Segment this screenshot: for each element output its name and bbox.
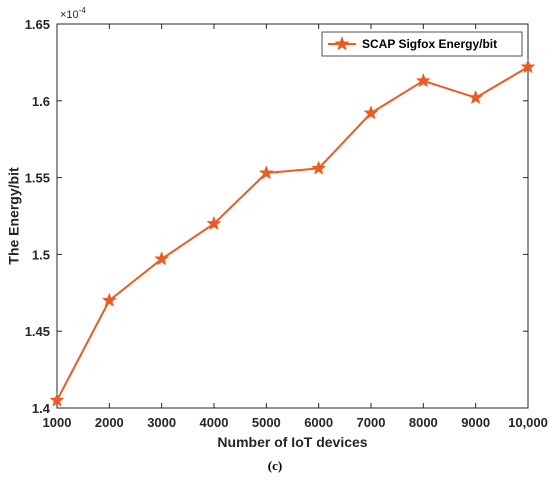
data-point-star <box>521 59 535 73</box>
y-tick-label: 1.45 <box>25 324 50 339</box>
y-tick-label: 1.5 <box>32 247 50 262</box>
x-tick-label: 1000 <box>43 415 72 430</box>
plot-axes: 1000 2000 3000 4000 5000 6000 7000 8000 9000 10,0… <box>25 17 548 430</box>
legend-entry-label: SCAP Sigfox Energy/bit <box>362 37 497 51</box>
data-point-star <box>154 251 169 265</box>
x-tick-label: 9000 <box>461 415 490 430</box>
data-point-star <box>311 161 326 175</box>
y-multiplier-exponent: -4 <box>79 6 87 15</box>
x-axis-ticks: 1000 2000 3000 4000 5000 6000 7000 8000 9000 10,0… <box>43 24 548 430</box>
data-point-star <box>468 90 483 104</box>
data-point-star <box>416 73 431 87</box>
data-point-star <box>259 165 274 179</box>
series-line <box>56 66 529 401</box>
x-axis-title: Number of IoT devices <box>217 434 367 450</box>
y-multiplier-base: ×10 <box>60 9 79 21</box>
y-tick-label: 1.55 <box>25 171 50 186</box>
x-tick-label: 7000 <box>357 415 386 430</box>
x-tick-label: 5000 <box>252 415 281 430</box>
x-tick-label: 4000 <box>200 415 229 430</box>
data-point-star <box>364 105 378 120</box>
legend-star-marker <box>334 36 350 51</box>
data-point-star <box>50 393 64 407</box>
x-tick-label: 3000 <box>147 415 176 430</box>
y-tick-label: 1.6 <box>32 94 50 109</box>
y-axis-multiplier: ×10-4 <box>60 6 86 21</box>
x-tick-label: 2000 <box>95 415 124 430</box>
data-point-star <box>207 216 221 230</box>
y-axis-ticks: 1.4 1.45 1.5 1.55 1.6 1.65 <box>25 17 528 416</box>
legend: SCAP Sigfox Energy/bit <box>321 31 523 57</box>
data-point-star <box>102 293 117 307</box>
x-tick-label: 8000 <box>409 415 438 430</box>
x-tick-label: 10,000 <box>508 415 548 430</box>
series-layer <box>50 59 535 407</box>
y-tick-label: 1.65 <box>25 17 50 32</box>
x-tick-label: 6000 <box>304 415 333 430</box>
figure-caption: (c) <box>268 458 282 473</box>
y-tick-label: 1.4 <box>32 401 51 416</box>
plot-area-frame <box>56 23 529 409</box>
y-axis-title: The Energy/bit <box>6 167 22 265</box>
